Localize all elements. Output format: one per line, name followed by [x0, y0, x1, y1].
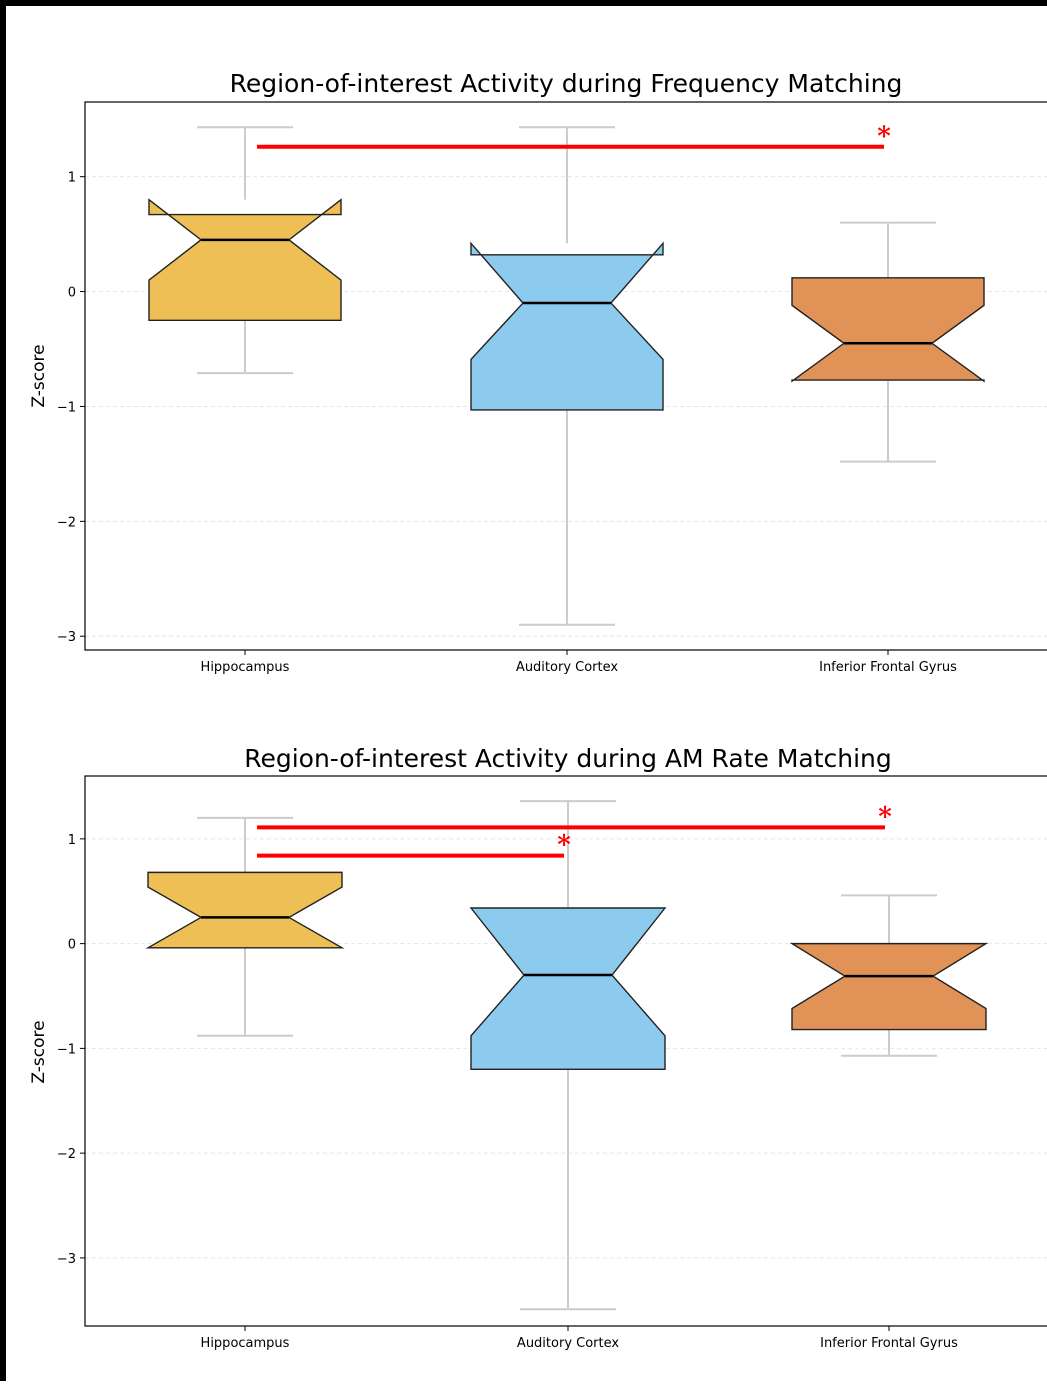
y-tick-label: 0	[68, 286, 76, 301]
x-tick-label: Auditory Cortex	[516, 660, 618, 675]
box-body	[469, 907, 667, 1071]
chart-am-rate-matching: Region-of-interest Activity during AM Ra…	[29, 744, 1047, 1351]
box-inferior-frontal-gyrus	[789, 894, 989, 1057]
box-body	[791, 277, 985, 383]
x-tick-label: Inferior Frontal Gyrus	[820, 1336, 958, 1351]
significance-marker: *	[557, 831, 571, 861]
x-tick-label: Hippocampus	[201, 660, 290, 675]
figure-canvas: Region-of-interest Activity during Frequ…	[29, 69, 1047, 1351]
y-axis-label: Z-score	[29, 344, 49, 407]
x-tick-label: Inferior Frontal Gyrus	[819, 660, 957, 675]
y-tick-label: 1	[68, 171, 76, 186]
chart-title: Region-of-interest Activity during Frequ…	[230, 69, 903, 98]
y-tick-label: −3	[57, 630, 76, 645]
y-axis-label: Z-score	[29, 1020, 49, 1083]
x-tick-label: Auditory Cortex	[517, 1336, 619, 1351]
chart-frequency-matching: Region-of-interest Activity during Frequ…	[29, 69, 1047, 675]
box-hippocampus	[145, 816, 345, 1037]
y-tick-label: −3	[57, 1252, 76, 1267]
y-tick-label: −1	[57, 1042, 76, 1057]
box-body	[789, 942, 989, 1031]
y-tick-label: −2	[57, 1147, 76, 1162]
x-tick-label: Hippocampus	[201, 1336, 290, 1351]
box-auditory-cortex	[470, 126, 664, 626]
plot-area: −3 −2 −1 0 1 Hippocampus Auditory Cortex Inferi…	[57, 101, 1047, 675]
y-tick-label: −2	[57, 515, 76, 530]
axes-frame	[84, 775, 1047, 1327]
y-tick-label: −1	[57, 400, 76, 415]
box-auditory-cortex	[469, 800, 667, 1311]
box-body	[148, 198, 342, 321]
box-hippocampus	[148, 126, 342, 375]
y-tick-label: 1	[68, 833, 76, 848]
box-inferior-frontal-gyrus	[791, 221, 985, 463]
y-tick-label: 0	[68, 938, 76, 953]
plot-area: −3 −2 −1 0 1 Hippocampus Auditory Cortex Inferi…	[57, 775, 1047, 1351]
box-body	[145, 871, 345, 949]
significance-marker: *	[878, 802, 892, 832]
significance-marker: *	[877, 122, 891, 152]
axes-frame	[84, 101, 1047, 651]
chart-title: Region-of-interest Activity during AM Ra…	[244, 744, 892, 773]
box-body	[470, 241, 664, 411]
